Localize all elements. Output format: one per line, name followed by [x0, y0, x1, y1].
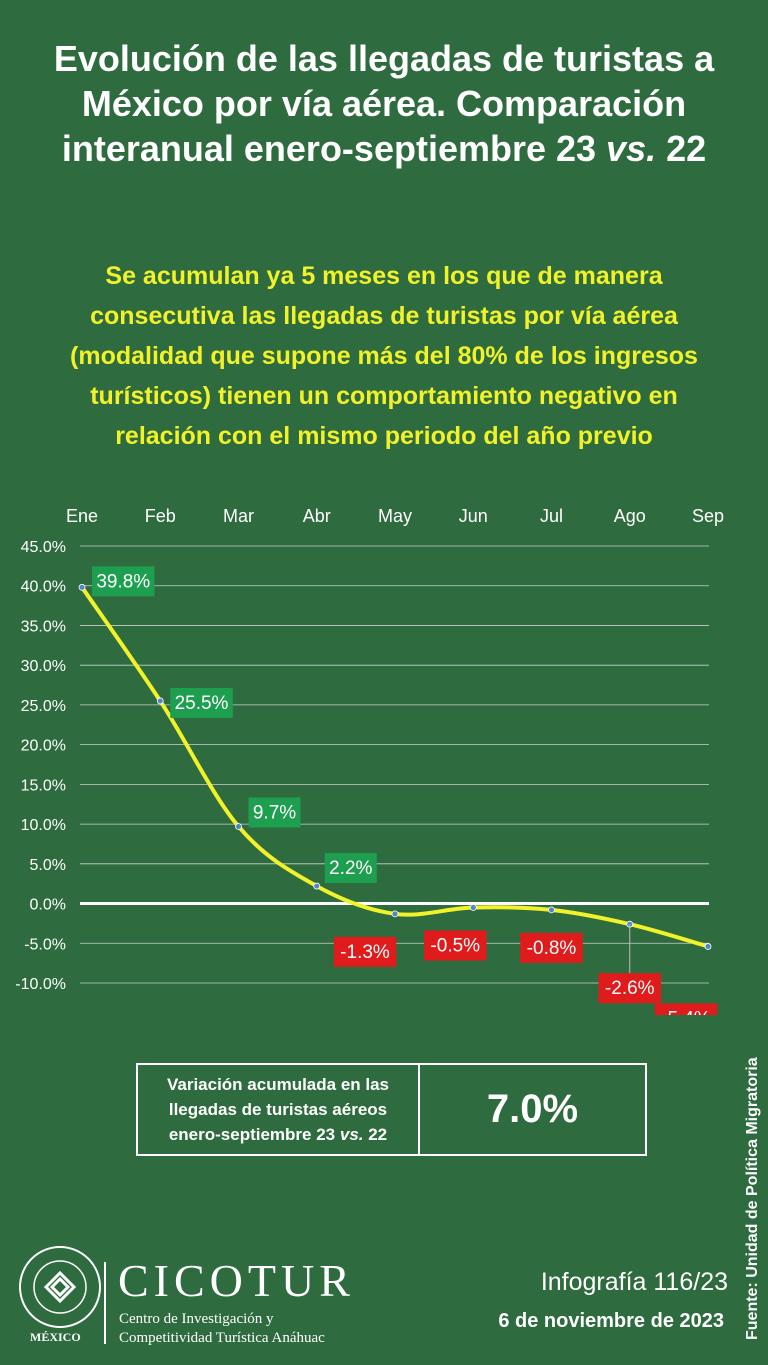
- data-label-box: [424, 930, 487, 961]
- logo-divider: [104, 1262, 106, 1344]
- subtitle: Se acumulan ya 5 meses en los que de man…: [70, 262, 698, 450]
- anahuac-seal-logo: [19, 1246, 101, 1328]
- page-title: Evolución de las llegadas de turistas a …: [20, 36, 748, 171]
- data-label-box: [324, 853, 377, 884]
- data-label: 2.2%: [329, 858, 372, 879]
- summary-vs: vs.: [339, 1125, 364, 1144]
- data-label-box: [92, 566, 155, 597]
- chart-data-labels: 39.8% 25.5% 9.7% 2.2% -1.3% -0.5% -0.8% -2.6% -5…: [92, 566, 718, 1015]
- data-label: 39.8%: [96, 571, 150, 592]
- y-tick-label: 10.0%: [21, 817, 66, 834]
- chart-gridlines: [80, 545, 709, 984]
- brand-subtitle-1: Centro de Investigación y: [119, 1311, 274, 1327]
- y-tick-label: 40.0%: [21, 579, 66, 596]
- data-point: [391, 910, 399, 918]
- series-line: [80, 586, 709, 949]
- data-label: -1.3%: [340, 942, 390, 963]
- y-tick-label: 0.0%: [30, 897, 66, 914]
- data-label-box: [170, 687, 233, 718]
- logo-mexico: MÉXICO: [30, 1330, 81, 1344]
- y-tick-label: -10.0%: [15, 976, 66, 993]
- data-point: [469, 904, 477, 911]
- data-point: [548, 906, 555, 914]
- brand-subtitle: Centro de Investigación y Competitividad…: [119, 1310, 325, 1348]
- data-point: [704, 943, 712, 950]
- data-label-box: [520, 932, 583, 963]
- title-line-3-text: interanual enero-septiembre 23: [61, 128, 607, 169]
- data-label: -2.6%: [605, 978, 655, 999]
- data-point: [156, 697, 164, 705]
- data-point: [235, 823, 242, 830]
- infografia-number: Infografía 116/23: [540, 1268, 728, 1296]
- data-point: [313, 882, 321, 890]
- summary-label-end: 22: [363, 1125, 388, 1144]
- x-tick-label: Feb: [145, 506, 176, 526]
- line-chart: 45.0% 40.0% 35.0% 30.0% 25.0% 20.0% 15.0% 10.0%…: [15, 506, 724, 1015]
- data-point: [78, 583, 86, 591]
- x-tick-label: Ene: [66, 506, 98, 526]
- title-line-2: México por vía aérea. Comparación: [81, 83, 687, 124]
- data-label: -0.5%: [430, 936, 480, 957]
- chart-y-tick-labels: 45.0% 40.0% 35.0% 30.0% 25.0% 20.0% 15.0% 10.0%…: [15, 539, 66, 993]
- publication-date: 6 de noviembre de 2023: [498, 1310, 724, 1332]
- y-tick-label: 25.0%: [21, 698, 66, 715]
- summary-label: Variación acumulada en las llegadas de t…: [138, 1065, 420, 1154]
- summary-label-text: Variación acumulada en las llegadas de t…: [166, 1075, 390, 1144]
- data-label: -5.4%: [661, 1008, 711, 1015]
- data-label-box: [248, 797, 301, 828]
- source-note: Fuente: Unidad de Política Migratoria: [744, 1057, 761, 1340]
- x-tick-label: Jun: [459, 506, 488, 526]
- data-label: 25.5%: [175, 693, 229, 714]
- x-tick-label: Mar: [223, 506, 254, 526]
- title-vs: vs.: [606, 128, 657, 169]
- y-tick-label: 45.0%: [21, 539, 66, 556]
- chart-series: [78, 583, 712, 950]
- x-tick-label: Jul: [540, 506, 563, 526]
- y-tick-label: 5.0%: [30, 857, 66, 874]
- y-tick-label: -5.0%: [24, 936, 66, 953]
- x-tick-label: May: [378, 506, 412, 526]
- summary-value: 7.0%: [420, 1065, 645, 1154]
- y-tick-label: 20.0%: [21, 738, 66, 755]
- data-label: -0.8%: [527, 938, 577, 959]
- brand-subtitle-2: Competitividad Turística Anáhuac: [119, 1330, 325, 1346]
- title-line-3: interanual enero-septiembre 23 vs. 22: [20, 126, 748, 171]
- chart-x-tick-labels: Ene Feb Mar Abr May Jun Jul Ago Sep: [66, 506, 724, 526]
- y-tick-label: 30.0%: [21, 658, 66, 675]
- brand-logo: CICOTUR: [118, 1255, 355, 1306]
- x-tick-label: Sep: [692, 506, 724, 526]
- summary-box: Variación acumulada en las llegadas de t…: [136, 1063, 647, 1156]
- y-tick-label: 15.0%: [21, 777, 66, 794]
- title-line-3-end: 22: [656, 128, 707, 169]
- y-tick-label: 35.0%: [21, 618, 66, 635]
- data-label-box: [598, 973, 661, 1004]
- x-tick-label: Abr: [303, 506, 331, 526]
- data-label: 9.7%: [253, 802, 296, 823]
- data-label-box: [654, 1003, 718, 1015]
- data-label-box: [333, 936, 397, 967]
- x-tick-label: Ago: [614, 506, 646, 526]
- title-line-1: Evolución de las llegadas de turistas a: [53, 38, 715, 79]
